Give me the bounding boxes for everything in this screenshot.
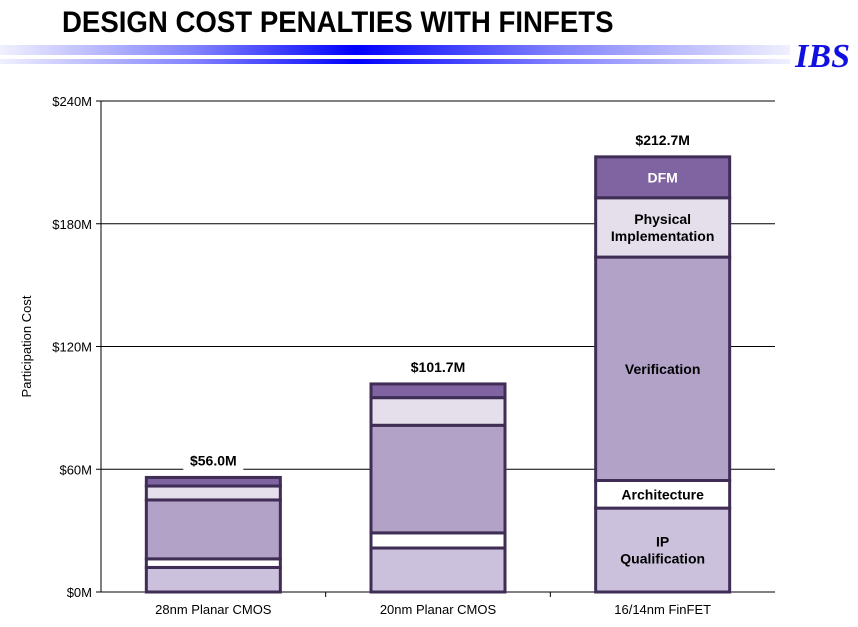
header-band <box>0 45 790 55</box>
segment-label: Qualification <box>620 551 705 567</box>
slide-title: DESIGN COST PENALTIES WITH FINFETS <box>62 6 614 39</box>
x-tick-label: 20nm Planar CMOS <box>380 602 497 617</box>
bar-segment-ip-qualification <box>144 565 282 594</box>
y-axis-label: Participation Cost <box>19 295 34 397</box>
segment-label: Architecture <box>621 486 704 502</box>
bar-segment-verification <box>594 255 732 483</box>
y-tick-label: $60M <box>59 462 92 477</box>
total-label-bg <box>183 450 244 471</box>
bar-segment-physical-implementation <box>594 196 732 259</box>
segment-label: IP <box>656 534 669 550</box>
total-label: $212.7M <box>635 132 689 148</box>
ibs-logo: IBS <box>795 38 850 75</box>
bar-segment-ip-qualification <box>594 506 732 594</box>
total-label: $101.7M <box>411 359 465 375</box>
bar-segment-physical-implementation <box>369 396 507 427</box>
header-band-thin <box>0 59 790 64</box>
bar-segment-dfm <box>144 475 282 488</box>
bar-segment-verification <box>369 423 507 535</box>
x-tick-label: 28nm Planar CMOS <box>155 602 272 617</box>
total-label-bg <box>632 129 693 150</box>
segment-label: Implementation <box>611 228 714 244</box>
x-tick-label: 16/14nm FinFET <box>614 602 711 617</box>
bar-segment-architecture <box>594 479 732 510</box>
y-tick-label: $120M <box>52 340 92 355</box>
bar-segment-ip-qualification <box>369 546 507 594</box>
segment-label: Verification <box>625 361 700 377</box>
segment-label: Physical <box>634 211 691 227</box>
y-tick-label: $0M <box>67 585 92 600</box>
bar-segment-dfm <box>369 382 507 400</box>
y-tick-label: $180M <box>52 217 92 232</box>
bar-segment-architecture <box>369 531 507 550</box>
bar-segment-physical-implementation <box>144 484 282 502</box>
total-label: $56.0M <box>190 452 237 468</box>
bar-segment-dfm <box>594 155 732 200</box>
total-label-bg <box>408 356 468 377</box>
segment-label: DFM <box>648 169 678 185</box>
bar-segment-verification <box>144 498 282 561</box>
y-tick-label: $240M <box>52 94 92 109</box>
